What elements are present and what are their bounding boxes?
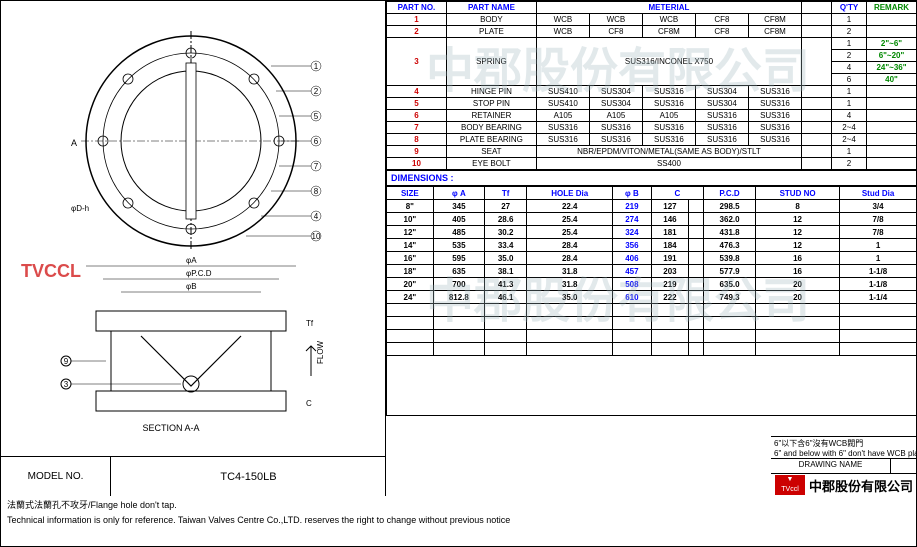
svg-text:3: 3 <box>64 380 69 389</box>
svg-text:1: 1 <box>314 62 319 71</box>
hdr-size: SIZE <box>387 187 434 200</box>
drawing-name-value: DUAL PLATE FLANGE WAFER TYPE CHECK VALVE <box>891 459 917 473</box>
model-no-value: TC4-150LB <box>111 457 386 496</box>
hdr-partname: PART NAME <box>446 2 536 14</box>
technical-drawing: TVCCL <box>1 1 386 456</box>
data-panel: 中郡股份有限公司 中郡股份有限公司 PART NO. PART NAME MET… <box>386 1 917 496</box>
svg-text:9: 9 <box>64 357 69 366</box>
hdr-pcd: P.C.D <box>704 187 756 200</box>
company-logo: ▼TVccl <box>775 475 805 495</box>
hdr-tf: Tf <box>485 187 527 200</box>
hdr-studno: STUD NO <box>756 187 840 200</box>
empty-table-area <box>386 356 917 416</box>
svg-text:5: 5 <box>314 112 319 121</box>
svg-text:7: 7 <box>314 162 319 171</box>
dimensions-label: DIMENSIONS : <box>386 170 917 186</box>
svg-text:2: 2 <box>314 87 319 96</box>
svg-text:φB: φB <box>186 282 197 291</box>
footer: 法蘭式法蘭孔不攻牙/Flange hole don't tap. Technic… <box>1 496 916 546</box>
hdr-phia: φ A <box>433 187 484 200</box>
svg-text:10: 10 <box>312 232 321 241</box>
watermark-cn-1: 中郡股份有限公司 <box>426 31 810 101</box>
watermark-cn-2: 中郡股份有限公司 <box>426 261 810 331</box>
hdr-remark: REMARK <box>867 2 917 14</box>
svg-text:φD-h: φD-h <box>71 204 89 213</box>
drawing-name-row: DRAWING NAME DUAL PLATE FLANGE WAFER TYP… <box>771 458 917 473</box>
hdr-c: C <box>651 187 703 200</box>
svg-text:φA: φA <box>186 256 197 265</box>
model-no-label: MODEL NO. <box>1 457 111 496</box>
engineering-drawing-page: TVCCL <box>0 0 917 547</box>
svg-text:C: C <box>306 399 312 408</box>
hdr-partno: PART NO. <box>387 2 447 14</box>
notes-box: 6"以下含6"沒有WCB閥門 6" and below with 6" don'… <box>771 436 917 458</box>
svg-text:FLOW: FLOW <box>316 340 325 364</box>
svg-text:A: A <box>71 138 77 148</box>
drawing-panel: TVCCL <box>1 1 386 496</box>
company-row: ▼TVccl 中郡股份有限公司 TAIWAN VALVE CENTRE CO.,… <box>771 473 917 496</box>
footer-note-1: 法蘭式法蘭孔不攻牙/Flange hole don't tap. <box>1 496 916 513</box>
hdr-phib: φ B <box>613 187 651 200</box>
section-label: SECTION A-A <box>142 423 199 433</box>
svg-text:4: 4 <box>314 212 319 221</box>
hdr-studdia: Stud Dia <box>840 187 917 200</box>
model-row: MODEL NO. TC4-150LB <box>1 456 386 496</box>
valve-drawing-svg: 1 2 5 6 7 8 4 10 A φD-h φA φP.C.D φB <box>11 11 376 446</box>
footer-note-2: Technical information is only for refere… <box>1 513 916 527</box>
svg-text:Tf: Tf <box>306 319 314 328</box>
hdr-hole: HOLE Dia <box>527 187 613 200</box>
hdr-material: METERIAL <box>536 2 801 14</box>
watermark-logo: TVCCL <box>21 261 81 282</box>
drawing-name-label: DRAWING NAME <box>771 459 891 473</box>
note-en: 6" and below with 6" don't have WCB plat… <box>774 449 917 458</box>
svg-text:φP.C.D: φP.C.D <box>186 269 212 278</box>
note-cn: 6"以下含6"沒有WCB閥門 <box>774 438 917 449</box>
svg-text:8: 8 <box>314 187 319 196</box>
company-name-cn: 中郡股份有限公司 <box>809 476 913 495</box>
hdr-qty: Q'TY <box>832 2 867 14</box>
svg-text:6: 6 <box>314 137 319 146</box>
